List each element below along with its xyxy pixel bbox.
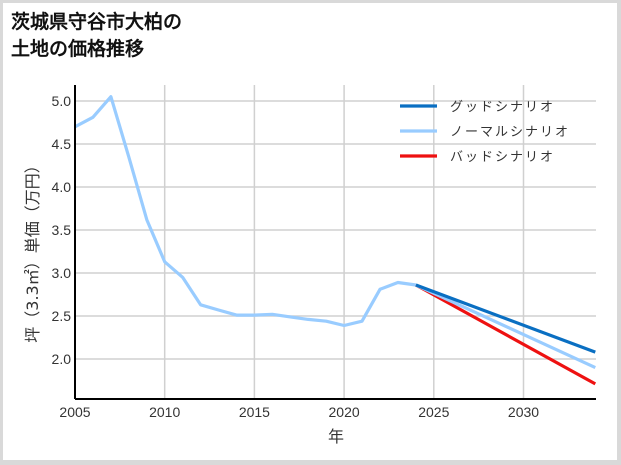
series-actual-line bbox=[74, 95, 417, 328]
y-tick-label: 4.0 bbox=[52, 179, 72, 195]
x-axis-label: 年 bbox=[328, 427, 344, 446]
y-tick-label: 2.0 bbox=[52, 351, 72, 367]
chart-card bbox=[3, 3, 617, 460]
chart-title: 茨城県守谷市大柏の 土地の価格推移 bbox=[11, 9, 182, 63]
x-tick-label: 2015 bbox=[239, 404, 270, 420]
legend-item-bad: バッドシナリオ bbox=[400, 150, 555, 165]
chart-title-line1: 茨城県守谷市大柏の bbox=[11, 11, 183, 33]
x-tick-label: 2005 bbox=[59, 404, 90, 420]
x-tick-labels: 2005 2010 2015 2020 2025 2030 bbox=[59, 404, 539, 420]
y-axis-label: 坪（3.3㎡）単価（万円） bbox=[23, 157, 42, 342]
y-tick-label: 4.5 bbox=[52, 136, 72, 152]
series-bad-line bbox=[415, 283, 597, 386]
y-tick-label: 3.0 bbox=[52, 265, 72, 281]
grid-lines bbox=[75, 85, 596, 399]
legend-item-good: グッドシナリオ bbox=[400, 100, 555, 115]
legend-label: ノーマルシナリオ bbox=[450, 125, 570, 140]
y-tick-label: 2.5 bbox=[52, 308, 72, 324]
data-lines bbox=[74, 95, 597, 386]
y-tick-labels: 2.0 2.5 3.0 3.5 4.0 4.5 5.0 bbox=[52, 93, 72, 367]
x-tick-label: 2020 bbox=[329, 404, 360, 420]
series-good-line bbox=[415, 283, 596, 354]
x-tick-label: 2025 bbox=[418, 404, 449, 420]
x-tick-label: 2030 bbox=[508, 404, 539, 420]
legend-label: バッドシナリオ bbox=[450, 150, 555, 165]
y-tick-label: 5.0 bbox=[52, 93, 72, 109]
legend-item-normal: ノーマルシナリオ bbox=[400, 125, 570, 140]
x-tick-label: 2010 bbox=[149, 404, 180, 420]
legend-label: グッドシナリオ bbox=[450, 100, 555, 115]
chart-title-line2: 土地の価格推移 bbox=[11, 38, 145, 60]
axes bbox=[74, 85, 596, 400]
y-tick-label: 3.5 bbox=[52, 222, 72, 238]
series-normal-line bbox=[415, 283, 596, 370]
